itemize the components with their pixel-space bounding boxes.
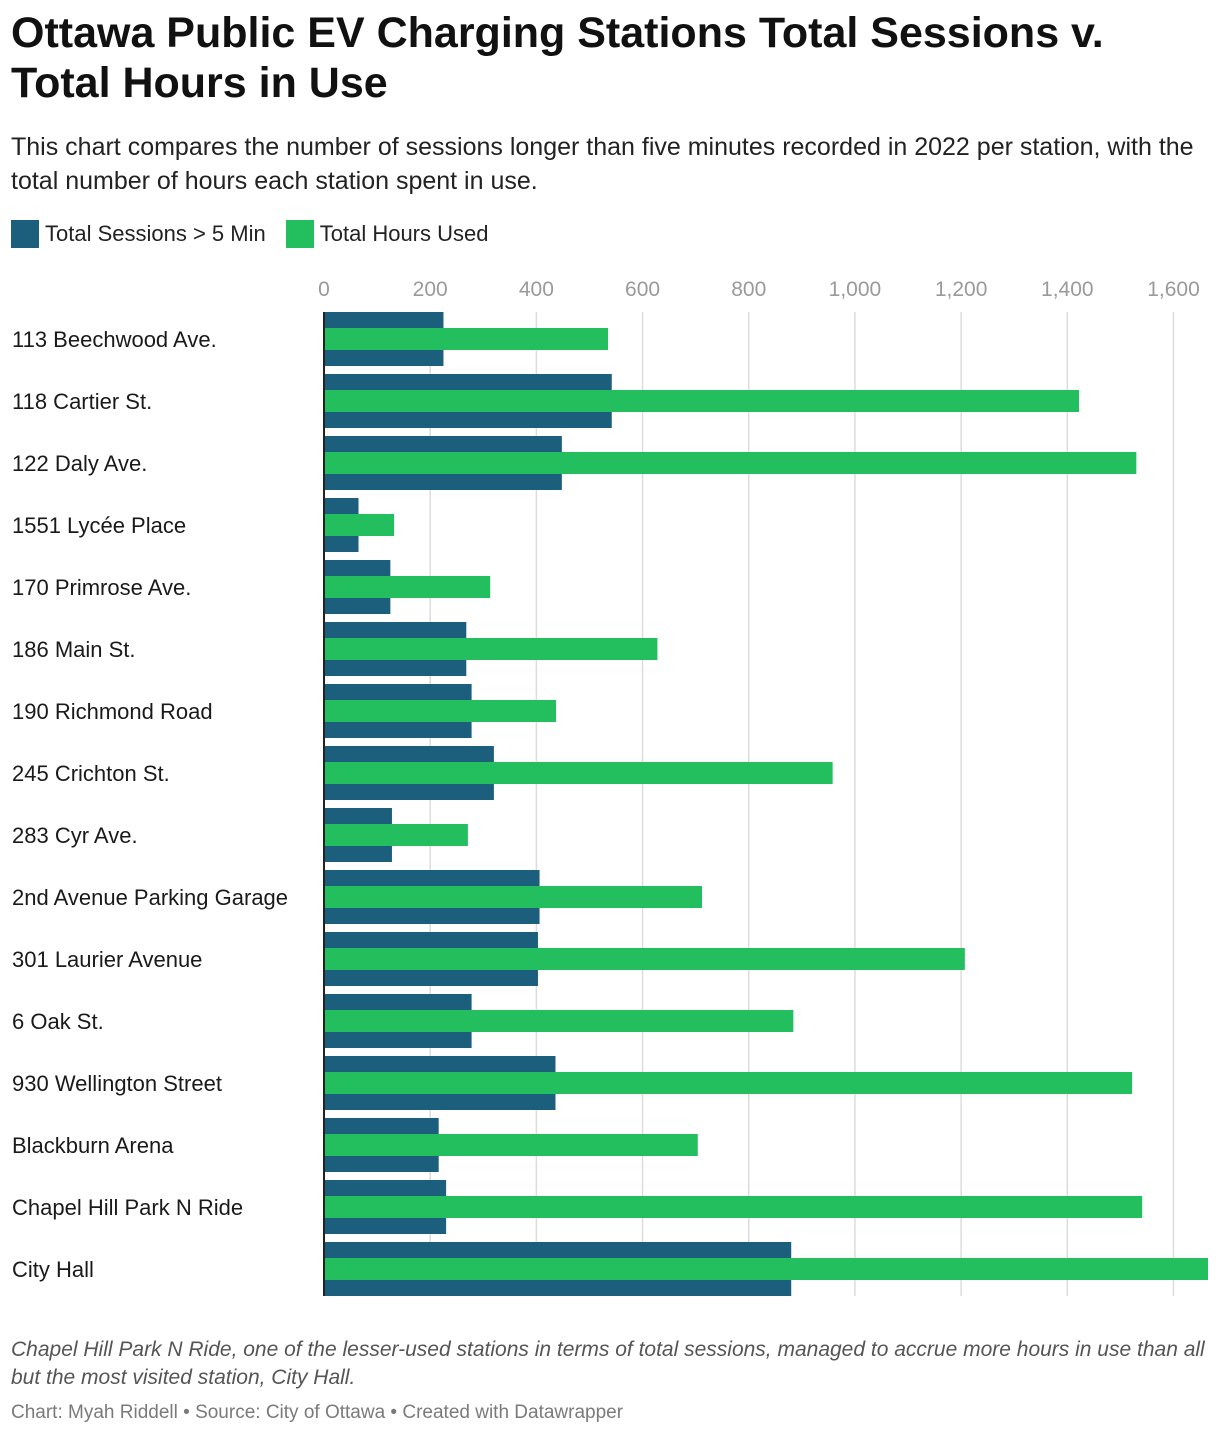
category-label: 1551 Lycée Place [12, 513, 186, 538]
bar-hours [324, 824, 468, 846]
credit-tool: Created with Datawrapper [402, 1402, 624, 1423]
category-label: 170 Primrose Ave. [12, 575, 191, 600]
category-label: 301 Laurier Avenue [12, 947, 202, 972]
bar-hours [324, 948, 965, 970]
category-label: 245 Crichton St. [12, 761, 170, 786]
credit-author: Chart: Myah Riddell [11, 1402, 178, 1423]
bar-hours [324, 1072, 1133, 1094]
x-tick-label: 1,000 [829, 278, 882, 301]
category-label: 186 Main St. [12, 637, 136, 662]
legend-item-sessions: Total Sessions > 5 Min [11, 220, 266, 248]
category-label: 122 Daly Ave. [12, 451, 147, 476]
x-tick-label: 1,200 [935, 278, 988, 301]
chart-note: Chapel Hill Park N Ride, one of the less… [11, 1338, 1205, 1389]
credit-separator: • [385, 1402, 403, 1423]
bar-hours [324, 514, 395, 536]
bar-hours [324, 328, 609, 350]
x-tick-label: 1,400 [1041, 278, 1094, 301]
bar-hours [324, 1196, 1143, 1218]
bar-hours [324, 1258, 1208, 1280]
legend-swatch-sessions [11, 220, 39, 248]
bar-hours [324, 1010, 794, 1032]
chart-title: Ottawa Public EV Charging Stations Total… [11, 9, 1104, 107]
legend-label-sessions: Total Sessions > 5 Min [45, 221, 266, 246]
category-label: 6 Oak St. [12, 1009, 104, 1034]
x-tick-label: 400 [519, 278, 554, 301]
credit-separator: • [177, 1402, 196, 1423]
bar-hours [324, 452, 1137, 474]
category-label: 2nd Avenue Parking Garage [12, 885, 288, 910]
legend-label-hours: Total Hours Used [319, 221, 489, 246]
category-label: 283 Cyr Ave. [12, 823, 138, 848]
chart-subtitle: This chart compares the number of sessio… [11, 133, 1194, 195]
bar-hours [324, 886, 703, 908]
credit-source: Source: City of Ottawa [195, 1402, 386, 1423]
bar-hours [324, 700, 557, 722]
category-label: Chapel Hill Park N Ride [12, 1195, 243, 1220]
bar-hours [324, 576, 491, 598]
category-label: 190 Richmond Road [12, 699, 213, 724]
x-tick-label: 600 [625, 278, 660, 301]
category-label: 118 Cartier St. [12, 389, 152, 414]
chart-credits: Chart: Myah Riddell • Source: City of Ot… [11, 1402, 623, 1424]
bar-hours [324, 390, 1079, 412]
chart-legend: Total Sessions > 5 Min Total Hours Used [11, 220, 508, 248]
legend-item-hours: Total Hours Used [285, 220, 489, 248]
category-label: Blackburn Arena [12, 1133, 174, 1158]
bar-chart: 0 200 400 600 800 1,000 1,200 1,400 1,600 113 Bee… [12, 278, 1208, 1296]
bar-hours [324, 762, 833, 784]
x-tick-label: 1,600 [1147, 278, 1200, 301]
legend-swatch-hours [285, 220, 314, 248]
x-tick-label: 200 [413, 278, 448, 301]
bar-hours [324, 638, 658, 660]
x-tick-label: 0 [318, 278, 330, 301]
category-label: City Hall [12, 1257, 94, 1282]
bar-hours [324, 1134, 698, 1156]
category-label: 930 Wellington Street [12, 1071, 222, 1096]
x-tick-label: 800 [731, 278, 766, 301]
category-label: 113 Beechwood Ave. [12, 327, 217, 352]
